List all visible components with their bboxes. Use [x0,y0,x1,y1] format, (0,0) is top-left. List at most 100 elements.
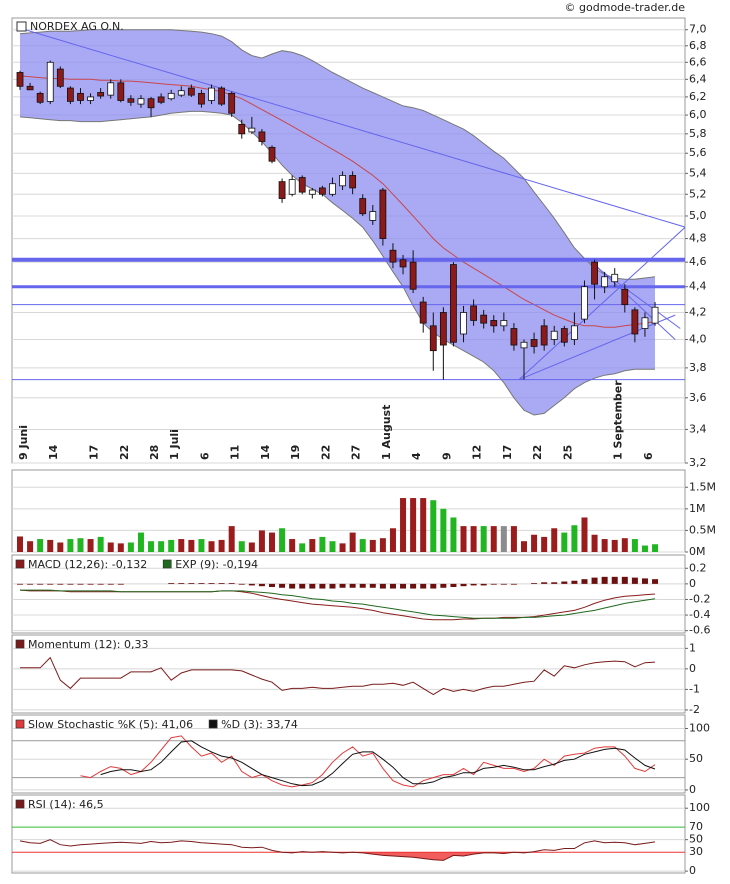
candle-body [651,306,659,324]
histogram-bar [621,576,628,584]
candle-body [601,276,609,288]
candle-body [137,98,145,105]
volume-bar [551,528,558,552]
candle-body [389,249,397,263]
candle-body [510,328,518,346]
histogram-bar [531,583,538,584]
histogram-bar [87,583,94,585]
candle-body [248,127,256,133]
volume-bar [127,542,134,552]
candle-body [147,98,155,109]
volume-bar [400,498,407,552]
y-tick-label: 5,8 [689,127,707,140]
histogram-bar [389,583,396,589]
volume-bar [369,539,376,552]
histogram-bar [198,583,205,584]
candle-body [177,90,185,96]
volume-bar [531,534,538,552]
y-tick-label: 3,2 [689,456,707,469]
candle-body [379,189,387,239]
volume-bar [581,517,588,552]
histogram-bar [500,583,507,585]
volume-bar [289,539,296,552]
candle-body [560,328,568,343]
histogram-bar [410,583,417,589]
candle-body [127,98,135,103]
histogram-bar [631,577,638,584]
volume-bar [521,541,527,552]
y-tick-label: -0.2 [689,592,710,605]
volume-bar [611,539,618,552]
volume-bar [158,541,165,552]
candle-body [117,82,125,101]
volume-bar [420,498,427,552]
histogram-bar [117,583,124,585]
volume-bar [319,536,326,552]
volume-bar [339,543,346,552]
panel [11,794,686,874]
volume-bar [601,539,608,552]
histogram-bar [541,582,548,584]
y-tick-label: 3,4 [689,422,707,435]
volume-bar [641,545,648,552]
histogram-bar [510,583,517,585]
volume-bar [198,539,205,552]
x-tick-label: 9 [440,452,453,460]
y-tick-label: 0 [689,783,696,796]
x-tick-label: 17 [501,445,514,460]
histogram-bar [349,583,356,588]
volume-bar [470,526,477,552]
candle-body [631,309,639,335]
candle-body [480,314,488,324]
y-tick-label: 0 [689,577,696,590]
series-line [20,656,656,696]
bollinger-band [20,29,655,415]
legend-label: MACD (12,26): -0,132 [28,558,147,571]
histogram-bar [67,583,74,585]
y-tick-label: 3,8 [689,361,707,374]
candle-body [288,179,296,195]
candle-body [329,183,336,195]
band-lower [19,110,655,416]
candle-body [228,92,236,114]
title-icon [16,21,27,32]
volume-bar [148,541,155,552]
candle-body [419,301,427,324]
histogram-bar [218,583,225,584]
volume-bar [269,532,275,552]
y-tick-label: 1 [689,641,696,654]
candle-body [97,92,105,97]
candle-body [77,92,84,101]
candle-body [550,330,558,340]
histogram-bar [490,583,497,585]
y-tick-label: 4,6 [689,255,707,268]
y-tick-label: 4,4 [689,280,707,293]
candle-body [208,87,215,101]
series-line [19,839,656,861]
y-tick-label: 4,2 [689,305,707,318]
volume-bar [379,538,386,552]
candle-body [187,87,195,96]
histogram-bar [470,583,477,586]
candle-body [339,175,346,187]
x-tick-label: 14 [47,444,60,460]
volume-bar [208,541,215,552]
x-tick-label: 25 [561,445,574,460]
y-tick-label: 5,0 [689,209,707,222]
candle-body [46,61,54,102]
volume-bar [67,539,74,552]
chart-title: NORDEX AG O.N. [30,20,124,33]
candle-body [278,181,286,199]
histogram-bar [591,577,598,584]
histogram-bar [319,583,326,589]
legend-label: Momentum (12): 0,33 [28,638,148,651]
volume-bar [77,538,84,552]
volume-bar [430,500,437,552]
x-tick-label: 1 August [380,405,393,460]
histogram-bar [440,583,447,588]
y-tick-label: 5,6 [689,146,707,159]
y-tick-label: 6,2 [689,90,707,103]
legend-label: RSI (14): 46,5 [28,798,104,811]
y-tick-label: 0 [689,864,696,877]
histogram-bar [77,583,84,585]
